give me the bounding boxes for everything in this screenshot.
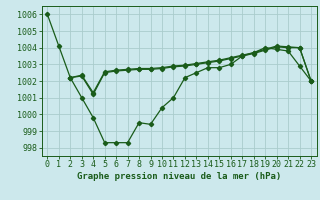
X-axis label: Graphe pression niveau de la mer (hPa): Graphe pression niveau de la mer (hPa) (77, 172, 281, 181)
